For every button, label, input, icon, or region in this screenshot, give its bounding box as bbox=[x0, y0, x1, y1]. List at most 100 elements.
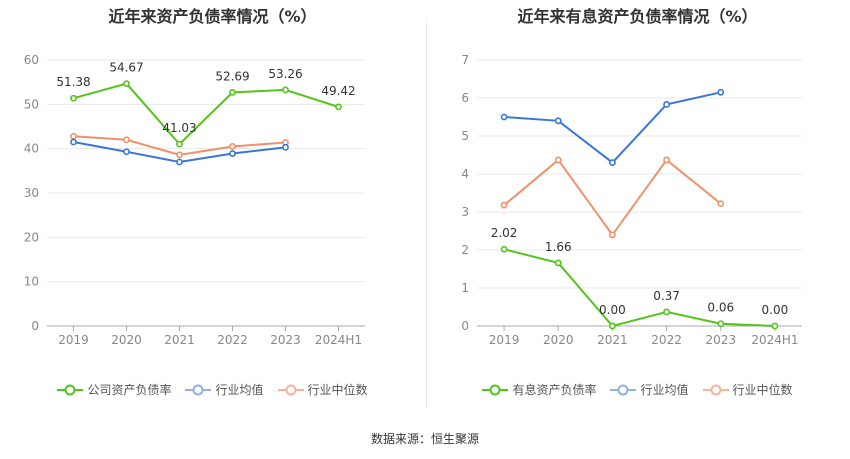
data-label: 0.37 bbox=[653, 289, 680, 303]
legend-swatch-median bbox=[277, 384, 304, 395]
x-tick-label: 2020 bbox=[543, 333, 574, 347]
data-point-median bbox=[554, 156, 562, 164]
data-label: 49.42 bbox=[321, 84, 355, 98]
chart-title: 近年来资产负债率情况（%） bbox=[108, 7, 317, 26]
data-point-mean bbox=[123, 148, 130, 156]
data-point-mean bbox=[554, 117, 562, 125]
y-tick-label: 3 bbox=[461, 205, 469, 219]
x-tick-label: 2021 bbox=[597, 333, 628, 347]
data-label: 52.69 bbox=[215, 69, 249, 83]
data-label: 53.26 bbox=[268, 67, 302, 81]
panel-divider bbox=[426, 22, 427, 408]
data-label: 0.00 bbox=[762, 303, 789, 317]
legend-swatch-mean bbox=[185, 384, 212, 395]
x-tick-label: 2024H1 bbox=[751, 333, 798, 347]
data-point-mean bbox=[717, 88, 725, 96]
legend-item-company[interactable]: 有息资产负债率 bbox=[482, 381, 596, 398]
legend-item-median[interactable]: 行业中位数 bbox=[702, 381, 793, 398]
data-point-mean bbox=[176, 158, 183, 166]
legend-swatch-mean bbox=[610, 384, 637, 395]
legend-label: 行业中位数 bbox=[732, 383, 793, 397]
series-line-company bbox=[73, 82, 339, 146]
x-tick-label: 2021 bbox=[164, 333, 195, 347]
data-point-mean bbox=[70, 138, 77, 146]
data-label: 54.67 bbox=[109, 61, 143, 75]
chart-plot: 0 1 2 3 4 5 6 7 2019 2020 2021 2022 2023 2024H1 2.02 1.… bbox=[461, 53, 802, 347]
legend-label: 有息资产负债率 bbox=[512, 383, 597, 397]
data-point-mean bbox=[282, 143, 289, 151]
y-tick-label: 4 bbox=[461, 167, 469, 181]
x-tick-label: 2022 bbox=[651, 333, 682, 347]
data-point-company bbox=[335, 103, 342, 111]
y-tick-label: 20 bbox=[24, 230, 39, 244]
y-tick-label: 2 bbox=[461, 243, 469, 257]
legend-label: 行业中位数 bbox=[307, 383, 368, 397]
data-point-company bbox=[717, 320, 725, 328]
legend-label: 行业均值 bbox=[640, 383, 689, 397]
data-point-company bbox=[123, 80, 130, 88]
legend-swatch-company bbox=[57, 384, 84, 395]
x-tick-label: 2024H1 bbox=[315, 333, 362, 347]
data-point-median bbox=[717, 200, 725, 208]
data-point-company bbox=[70, 94, 77, 102]
x-tick-label: 2023 bbox=[270, 333, 301, 347]
data-point-mean bbox=[663, 101, 670, 108]
data-point-median bbox=[123, 136, 130, 144]
data-point-company bbox=[229, 89, 236, 96]
legend-swatch-company bbox=[482, 384, 509, 395]
data-point-company bbox=[663, 308, 670, 316]
y-tick-label: 5 bbox=[461, 129, 469, 143]
data-point-company bbox=[771, 322, 779, 330]
data-point-median bbox=[176, 151, 183, 159]
y-tick-label: 6 bbox=[461, 91, 469, 105]
x-tick-label: 2020 bbox=[111, 333, 142, 347]
data-point-mean bbox=[609, 159, 616, 166]
data-point-median bbox=[70, 132, 77, 140]
data-point-company bbox=[500, 245, 508, 253]
data-point-median bbox=[663, 156, 670, 164]
legend-item-median[interactable]: 行业中位数 bbox=[277, 381, 368, 398]
data-point-company bbox=[176, 140, 183, 148]
data-point-company bbox=[554, 259, 562, 267]
y-tick-label: 50 bbox=[24, 97, 39, 111]
y-tick-label: 40 bbox=[24, 142, 39, 156]
series-line-company bbox=[503, 248, 775, 328]
legend-item-mean[interactable]: 行业均值 bbox=[185, 381, 264, 398]
data-point-mean bbox=[229, 150, 236, 157]
data-source-note: 数据来源：恒生聚源 bbox=[370, 432, 479, 446]
x-tick-label: 2019 bbox=[489, 333, 520, 347]
chart-legend: 有息资产负债率 行业均值 行业中位数 bbox=[425, 381, 850, 398]
data-point-mean bbox=[500, 113, 508, 121]
y-tick-label: 0 bbox=[31, 319, 39, 333]
series-line-mean bbox=[504, 91, 721, 164]
data-label: 2.02 bbox=[491, 226, 518, 240]
data-label: 1.66 bbox=[545, 240, 572, 254]
legend-item-company[interactable]: 公司资产负债率 bbox=[57, 381, 171, 398]
data-label: 41.03 bbox=[162, 121, 196, 135]
data-point-company bbox=[282, 86, 289, 94]
data-label: 51.38 bbox=[56, 75, 90, 89]
legend-swatch-median bbox=[702, 384, 729, 395]
data-point-median bbox=[609, 231, 616, 239]
y-tick-label: 60 bbox=[24, 53, 39, 67]
y-tick-label: 10 bbox=[24, 275, 39, 289]
data-label: 0.06 bbox=[707, 301, 734, 315]
series-line-median bbox=[503, 158, 722, 237]
chart-panel-left: 近年来资产负债率情况（%） 0 10 20 30 40 50 60 2019 2020 2021 2… bbox=[0, 0, 425, 420]
y-tick-label: 1 bbox=[461, 281, 469, 295]
legend-item-mean[interactable]: 行业均值 bbox=[610, 381, 689, 398]
y-tick-label: 0 bbox=[461, 319, 469, 333]
legend-label: 行业均值 bbox=[215, 383, 264, 397]
data-point-median bbox=[500, 201, 508, 209]
data-label: 0.00 bbox=[599, 303, 626, 317]
data-point-median bbox=[229, 143, 236, 150]
data-point-company bbox=[609, 322, 616, 330]
chart-title: 近年来有息资产负债率情况（%） bbox=[517, 7, 758, 26]
chart-panel-right: 近年来有息资产负债率情况（%） 0 1 2 3 4 5 6 7 2019 2020 2021 2022… bbox=[425, 0, 850, 420]
y-tick-label: 7 bbox=[461, 53, 469, 67]
chart-plot: 0 10 20 30 40 50 60 2019 2020 2021 2022 2023 2024H1 5… bbox=[24, 53, 365, 347]
chart-legend: 公司资产负债率 行业均值 行业中位数 bbox=[0, 381, 425, 398]
y-tick-label: 30 bbox=[24, 186, 39, 200]
x-tick-label: 2019 bbox=[58, 333, 89, 347]
x-tick-label: 2022 bbox=[217, 333, 248, 347]
